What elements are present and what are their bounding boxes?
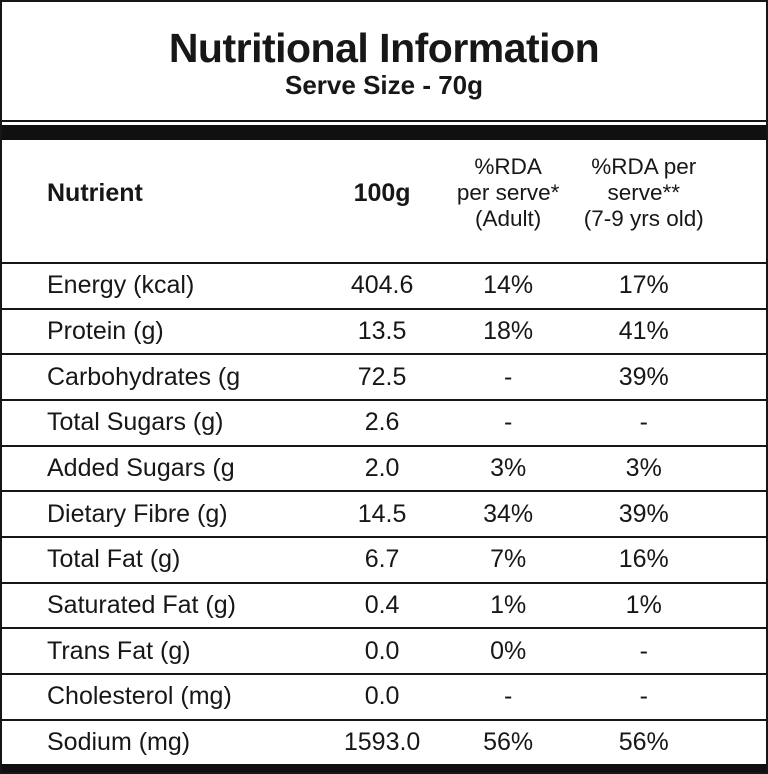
nutrient-name: Trans Fat (g) <box>47 636 191 665</box>
row-filler <box>720 400 766 446</box>
rda-child-value: 16% <box>618 545 669 574</box>
header-per-100g: 100g <box>353 178 411 207</box>
row-filler <box>720 720 766 764</box>
value-per-100g: 72.5 <box>357 362 407 391</box>
rda-child-value: - <box>639 408 648 437</box>
nutrient-name: Dietary Fibre (g) <box>47 499 228 528</box>
value-per-100g: 6.7 <box>364 545 400 574</box>
value-per-100g: 0.0 <box>364 636 400 665</box>
header-rda-adult: %RDA per serve* (Adult) <box>449 140 567 263</box>
serve-size-text: Serve Size - 70g <box>285 70 483 101</box>
nutrient-name: Energy (kcal) <box>47 271 195 300</box>
rda-adult-value: 1% <box>490 591 527 620</box>
nutrient-name: Added Sugars (g <box>47 454 235 483</box>
header-rda-child: %RDA per serve** (7-9 yrs old) <box>567 140 720 263</box>
rda-child-value: - <box>639 636 648 665</box>
nutrient-name: Sodium (mg) <box>47 727 191 756</box>
nutrient-name: Cholesterol (mg) <box>47 682 232 711</box>
table-row: Saturated Fat (g) 0.4 1% 1% <box>2 583 766 629</box>
header-filler <box>720 140 766 263</box>
rda-adult-value: 18% <box>483 317 534 345</box>
header-row: Nutrient 100g %RDA per serve* (Adult) %R… <box>2 140 766 263</box>
divider-bar <box>2 125 766 140</box>
nutrient-name: Total Sugars (g) <box>47 408 224 437</box>
table-row: Cholesterol (mg) 0.0 - - <box>2 674 766 720</box>
header-nutrient: Nutrient <box>47 178 143 207</box>
value-per-100g: 2.6 <box>364 408 400 437</box>
row-filler <box>720 446 766 492</box>
row-filler <box>720 583 766 629</box>
rda-child-value: - <box>639 682 648 711</box>
header-rda-child-line3: (7-9 yrs old) <box>583 206 704 232</box>
header-rda-child-line1: %RDA per <box>591 153 697 179</box>
header-rda-adult-line2: per serve* <box>456 179 560 205</box>
rda-adult-value: 34% <box>483 499 534 528</box>
row-filler <box>720 354 766 400</box>
rda-child-value: 3% <box>625 454 662 483</box>
table-row: Total Sugars (g) 2.6 - - <box>2 400 766 446</box>
header-rda-adult-line3: (Adult) <box>475 206 542 232</box>
nutrient-name: Total Fat (g) <box>47 545 181 574</box>
table-row: Trans Fat (g) 0.0 0% - <box>2 628 766 675</box>
table-row: Sodium (mg) 1593.0 56% 56% <box>2 720 766 764</box>
rda-child-value: 17% <box>618 271 669 300</box>
value-per-100g: 1593.0 <box>343 727 421 756</box>
rda-child-value: 41% <box>618 317 669 345</box>
table-row: Total Fat (g) 6.7 7% 16% <box>2 537 766 583</box>
row-filler <box>720 309 766 355</box>
table-row: Energy (kcal) 404.6 14% 17% <box>2 263 766 309</box>
nutrient-name: Protein (g) <box>47 317 164 345</box>
label-header: Nutritional Information Serve Size - 70g <box>2 2 766 122</box>
value-per-100g: 0.0 <box>364 682 400 711</box>
table-row: Protein (g) 13.5 18% 41% <box>2 309 766 355</box>
nutrient-name: Carbohydrates (g <box>47 362 241 391</box>
table-header: Nutrient 100g %RDA per serve* (Adult) %R… <box>2 140 766 263</box>
page-title: Nutritional Information <box>168 25 600 72</box>
value-per-100g: 404.6 <box>350 271 414 300</box>
value-per-100g: 0.4 <box>364 591 400 620</box>
table-row: Added Sugars (g 2.0 3% 3% <box>2 446 766 492</box>
rda-adult-value: 14% <box>483 271 534 300</box>
value-per-100g: 13.5 <box>357 317 407 345</box>
header-rda-child-line2: serve** <box>607 179 681 205</box>
header-rda-adult-line1: %RDA <box>474 153 542 179</box>
rda-adult-value: - <box>503 408 513 437</box>
bottom-bar <box>2 764 766 772</box>
value-per-100g: 2.0 <box>364 454 400 483</box>
rda-adult-value: - <box>503 682 513 711</box>
rda-child-value: 39% <box>618 362 669 391</box>
table-row: Carbohydrates (g 72.5 - 39% <box>2 354 766 401</box>
nutrient-name: Saturated Fat (g) <box>47 591 236 620</box>
rda-child-value: 56% <box>618 727 669 756</box>
rda-adult-value: - <box>503 362 513 391</box>
rda-child-value: 1% <box>625 591 662 620</box>
table-row: Dietary Fibre (g) 14.5 34% 39% <box>2 491 766 538</box>
rda-adult-value: 56% <box>483 727 534 756</box>
rda-child-value: 39% <box>618 499 669 528</box>
row-filler <box>720 674 766 720</box>
rda-adult-value: 3% <box>490 454 527 483</box>
value-per-100g: 14.5 <box>357 499 407 528</box>
rda-adult-value: 7% <box>490 545 527 574</box>
nutrition-table: Nutrient 100g %RDA per serve* (Adult) %R… <box>2 140 766 764</box>
row-filler <box>720 537 766 583</box>
row-filler <box>720 628 766 674</box>
row-filler <box>720 263 766 309</box>
table-body: Energy (kcal) 404.6 14% 17% Protein (g) 13.5 1… <box>2 263 766 764</box>
row-filler <box>720 491 766 537</box>
rda-adult-value: 0% <box>490 636 527 665</box>
